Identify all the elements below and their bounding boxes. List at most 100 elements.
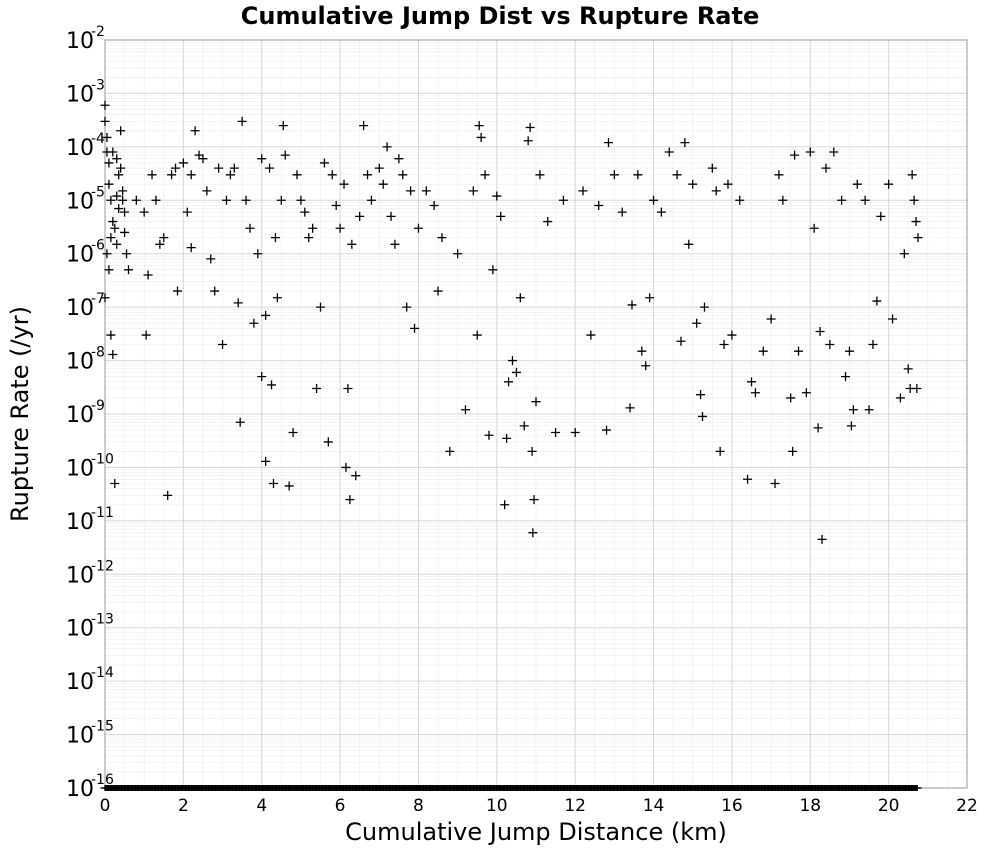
y-tick-label: 10-3 [66,77,105,107]
data-point [860,195,870,205]
data-point [453,249,463,259]
data-point [484,430,494,440]
data-point [159,233,169,243]
y-tick-base: 10 [66,617,94,642]
x-tick-label: 18 [799,796,821,816]
data-point [707,163,717,173]
data-point [100,116,110,126]
data-point [390,239,400,249]
y-tick-base: 10 [66,456,94,481]
data-point [104,179,114,189]
data-point [319,158,329,168]
data-point [253,249,263,259]
y-tick-label: 10-8 [66,345,105,375]
data-points [100,100,923,544]
data-point [292,170,302,180]
data-point [719,339,729,349]
y-tick-exponent: -2 [91,24,105,40]
data-point [190,126,200,136]
data-point [735,195,745,205]
data-point [429,200,439,210]
data-point [519,421,529,431]
data-point [171,163,181,173]
y-tick-exponent: -5 [91,184,105,200]
data-point [758,346,768,356]
x-tick-label: 12 [564,796,586,816]
data-point [108,147,118,157]
data-point [815,327,825,337]
data-point [786,393,796,403]
data-point [214,163,224,173]
data-point [664,147,674,157]
y-tick-exponent: -14 [91,665,114,681]
data-point [680,138,690,148]
data-point [102,132,112,142]
data-point [120,227,130,237]
y-tick-base: 10 [66,403,94,428]
data-point [114,170,124,180]
data-point [794,346,804,356]
data-point [421,186,431,196]
y-tick-label: 10-13 [66,612,114,642]
baseline-point [912,785,922,791]
data-point [122,249,132,259]
data-point [261,310,271,320]
data-point [778,195,788,205]
data-point [656,207,666,217]
data-point [480,170,490,180]
data-point [341,462,351,472]
x-tick-label: 22 [956,796,978,816]
data-point [633,170,643,180]
data-point [131,195,141,205]
data-point [270,233,280,243]
data-point [846,421,856,431]
data-point [300,207,310,217]
data-point [578,186,588,196]
data-point [696,390,706,400]
data-point [167,170,177,180]
data-point [528,528,538,538]
y-tick-exponent: -10 [91,451,114,467]
data-point [817,534,827,544]
data-point [504,377,514,387]
data-point [790,150,800,160]
x-tick-label: 4 [256,796,267,816]
y-tick-label: 10-12 [66,558,114,588]
data-point [202,186,212,196]
y-axis-ticks: 10-210-310-410-510-610-710-810-910-1010-… [66,24,114,802]
data-point [829,147,839,157]
data-point [186,243,196,253]
data-point [110,479,120,489]
x-tick-label: 0 [100,796,111,816]
y-tick-exponent: -15 [91,719,114,735]
y-axis-label: Rupture Rate (/yr) [6,306,34,522]
x-axis-ticks: 0 2 4 6 8 10 12 14 16 18 20 22 [100,796,978,816]
y-tick-base: 10 [66,82,94,107]
data-point [108,349,118,359]
data-point [155,239,165,249]
data-point [774,170,784,180]
data-point [233,298,243,308]
y-tick-base: 10 [66,136,94,161]
data-point [178,158,188,168]
data-point [147,170,157,180]
data-point [888,314,898,324]
data-point [649,195,659,205]
data-point [108,217,118,227]
data-point [699,302,709,312]
data-point [841,372,851,382]
x-tick-label: 16 [721,796,743,816]
data-point [472,330,482,340]
y-tick-base: 10 [66,670,94,695]
data-point [110,223,120,233]
y-tick-exponent: -8 [91,345,105,361]
data-point [515,293,525,303]
y-tick-label: 10-4 [66,131,105,161]
data-point [445,446,455,456]
data-point [100,100,110,110]
data-point [272,293,282,303]
data-point [872,296,882,306]
data-point [327,170,337,180]
data-point [172,286,182,296]
data-point [723,179,733,189]
